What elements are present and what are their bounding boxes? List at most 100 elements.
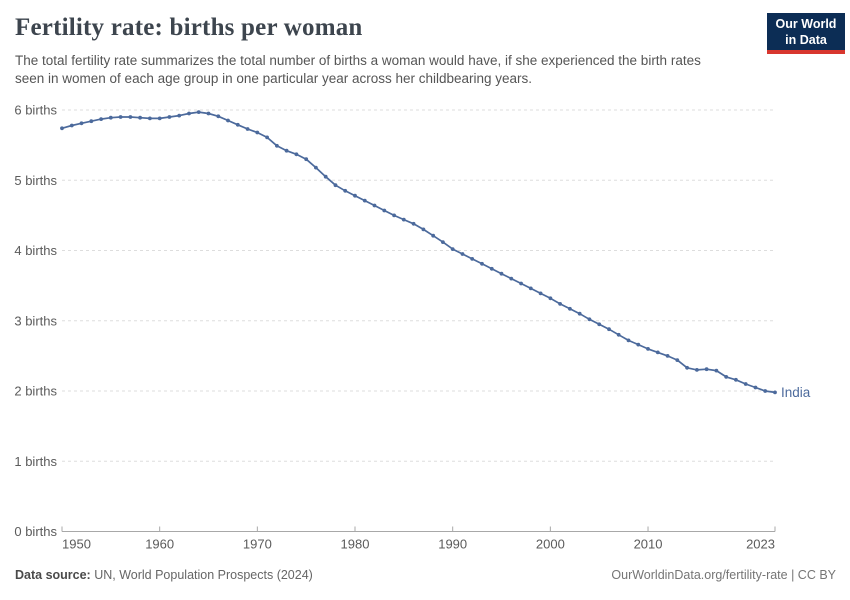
data-point [275, 143, 279, 148]
data-point [753, 385, 758, 390]
data-point [568, 306, 572, 311]
data-point [724, 375, 729, 379]
data-point [372, 203, 377, 208]
x-tick-label: 2023 [746, 537, 775, 552]
data-point [187, 111, 191, 116]
x-tick-label: 2010 [634, 537, 663, 552]
chart-footer: Data source: UN, World Population Prospe… [15, 568, 836, 582]
data-point [450, 247, 455, 252]
data-point [528, 286, 533, 291]
data-source-label: Data source: [15, 568, 91, 582]
y-tick-label: 3 births [14, 313, 57, 328]
data-point [480, 261, 484, 266]
data-point [148, 116, 152, 121]
data-point [382, 208, 387, 213]
data-point [470, 257, 475, 261]
data-point [714, 368, 719, 373]
x-tick-label: 1950 [62, 537, 91, 552]
data-point [89, 119, 94, 124]
data-point [460, 252, 465, 256]
data-point [343, 188, 348, 193]
data-point [577, 311, 582, 316]
data-point [353, 193, 357, 198]
series-line-india [61, 111, 776, 394]
x-tick-label: 2000 [536, 537, 565, 552]
y-tick-label: 6 births [14, 103, 57, 118]
data-point [69, 123, 74, 128]
data-point [226, 118, 230, 123]
data-point [216, 114, 221, 119]
data-point [675, 358, 680, 362]
data-point [665, 354, 670, 358]
data-point [421, 227, 426, 232]
data-point [79, 121, 84, 126]
data-point [626, 338, 631, 343]
x-tick-label: 1960 [145, 537, 174, 552]
data-point [362, 198, 367, 203]
data-point [128, 115, 133, 119]
data-source-text: UN, World Population Prospects (2024) [90, 568, 313, 582]
data-point [235, 122, 240, 127]
data-point [509, 276, 514, 281]
y-tick-label: 0 births [14, 524, 57, 539]
data-point [265, 135, 269, 140]
x-tick-label: 1980 [341, 537, 370, 552]
data-point [607, 327, 611, 332]
data-point [333, 183, 338, 188]
data-point [60, 126, 64, 131]
data-point [704, 367, 709, 372]
x-tick-label: 1970 [243, 537, 272, 552]
data-point [538, 291, 543, 296]
chart-subtitle: The total fertility rate summarizes the … [15, 53, 701, 86]
data-point [392, 213, 396, 218]
credit-link[interactable]: OurWorldinData.org/fertility-rate | CC B… [611, 568, 836, 582]
page-title: Fertility rate: births per woman [15, 14, 363, 41]
data-point [763, 389, 768, 393]
data-point [206, 111, 211, 116]
data-point [734, 377, 738, 382]
data-point [284, 148, 289, 153]
data-point [616, 332, 621, 337]
data-point [499, 271, 504, 276]
data-point [597, 322, 602, 327]
data-point [167, 115, 172, 119]
data-point [157, 116, 162, 121]
y-tick-label: 4 births [14, 243, 57, 258]
data-point [636, 342, 641, 347]
data-point [118, 115, 123, 119]
data-point [548, 296, 553, 301]
owid-logo[interactable]: Our World in Data [767, 13, 845, 54]
data-point [587, 317, 592, 322]
data-point [255, 130, 260, 135]
data-point [401, 217, 406, 222]
data-point [773, 390, 777, 395]
owid-logo-line1: Our World [775, 17, 837, 31]
data-point [519, 281, 523, 286]
data-point [314, 165, 318, 170]
data-point [304, 157, 309, 162]
data-point [655, 350, 660, 355]
data-point [685, 365, 689, 370]
data-point [695, 368, 699, 372]
series-end-label-india: India [781, 385, 811, 400]
data-point [743, 382, 748, 386]
data-point [294, 152, 299, 157]
y-tick-label: 2 births [14, 384, 57, 399]
owid-logo-line2: in Data [785, 33, 827, 47]
data-point [441, 240, 445, 245]
data-point [108, 115, 113, 120]
data-point [646, 347, 650, 351]
y-tick-label: 1 births [14, 454, 57, 469]
data-point [431, 233, 436, 238]
data-point [99, 117, 103, 121]
data-point [489, 266, 494, 271]
data-source: Data source: UN, World Population Prospe… [15, 568, 313, 582]
x-tick-label: 1990 [438, 537, 467, 552]
data-point [138, 115, 143, 120]
data-point [245, 127, 250, 131]
y-tick-label: 5 births [14, 173, 57, 188]
data-point [323, 174, 328, 179]
data-point [411, 221, 416, 226]
